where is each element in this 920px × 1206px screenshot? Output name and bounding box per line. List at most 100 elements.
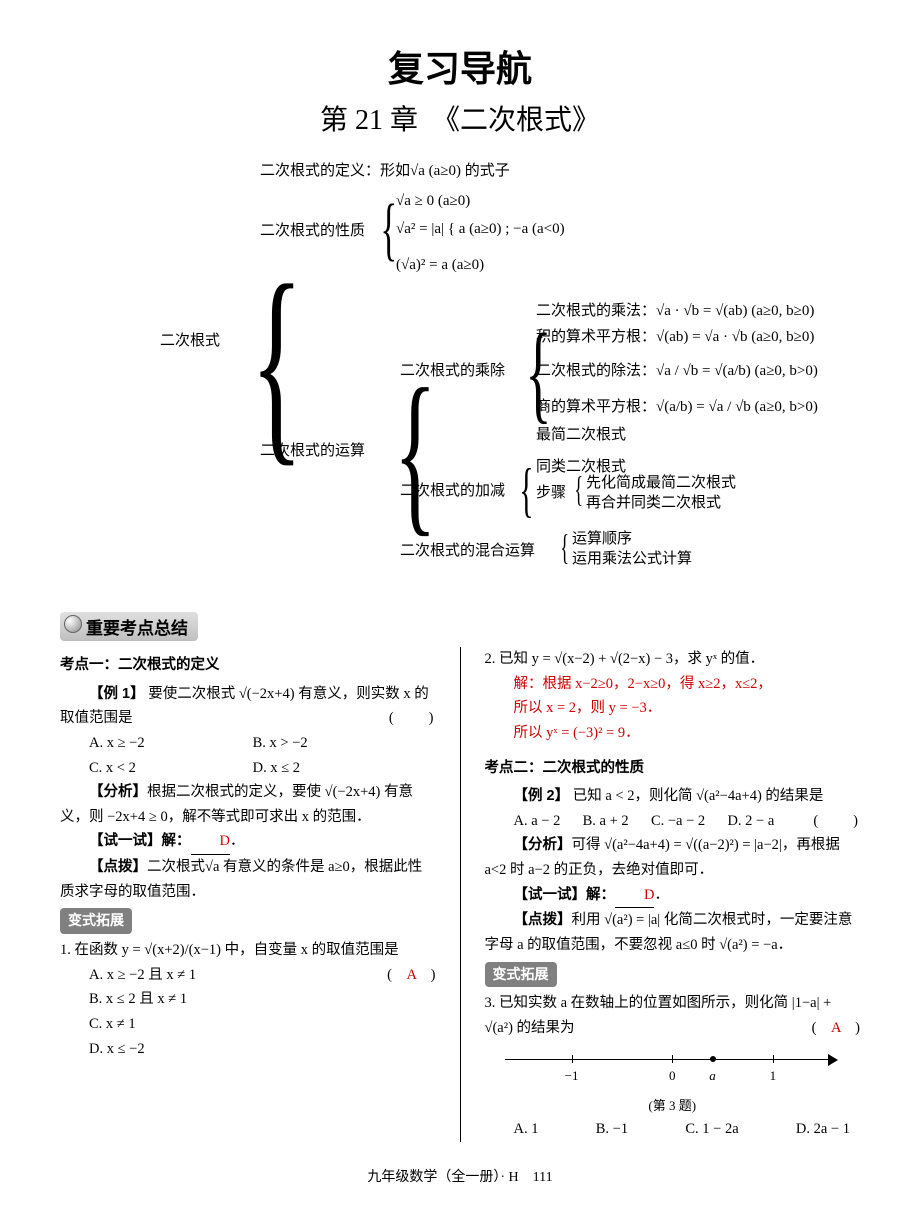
q2: 2. 已知 y = √(x−2) + √(2−x) − 3，求 yˣ 的值．: [485, 647, 861, 672]
column-divider: [460, 647, 461, 1142]
ex2-analysis: 【分析】可得 √(a²−4a+4) = √((a−2)²) = |a−2|，再根…: [485, 833, 861, 882]
kd2-title: 考点二：二次根式的性质: [485, 756, 861, 781]
q3-options: A. 1 B. −1 C. 1 − 2a D. 2a − 1: [485, 1117, 861, 1142]
ex1-optA: A. x ≥ −2: [89, 731, 249, 756]
brace-icon: {: [380, 180, 397, 280]
number-line: −1 0 a 1: [505, 1045, 841, 1095]
d-root: 二次根式: [160, 332, 220, 352]
ex2-tip: 【点拨】利用 √(a²) = |a| 化简二次根式时，一定要注意字母 a 的取值…: [485, 908, 861, 957]
q1-optB: B. x ≤ 2 且 x ≠ 1: [60, 987, 436, 1012]
q3: 3. 已知实数 a 在数轴上的位置如图所示，则化简 |1−a| + √(a²) …: [485, 991, 861, 1040]
d-simplest: 最简二次根式: [536, 426, 626, 446]
ex2-text: 已知 a < 2，则化简 √(a²−4a+4) 的结果是: [573, 788, 824, 804]
d-mul2: 积的算术平方根：√(ab) = √a · √b (a≥0, b≥0): [536, 328, 814, 348]
ex2-optA: A. a − 2: [514, 809, 561, 834]
q3-optB: B. −1: [596, 1117, 628, 1142]
q1-num: 1.: [60, 942, 71, 958]
page-footer: 九年级数学（全一册）· H 111: [60, 1166, 860, 1186]
try-label: 【试一试】解：: [514, 887, 616, 903]
ex1-optB: B. x > −2: [253, 731, 413, 756]
q2-sol1: 解：根据 x−2≥0，2−x≥0，得 x≥2，x≤2，: [485, 672, 861, 697]
d-step: 步骤: [536, 484, 566, 504]
q3-optD: D. 2a − 1: [796, 1117, 850, 1142]
point-a: [710, 1056, 716, 1062]
q1: 1. 在函数 y = √(x+2)/(x−1) 中，自变量 x 的取值范围是 (…: [60, 938, 436, 963]
ex2-options: A. a − 2 B. a + 2 C. −a − 2 D. 2 − a: [485, 809, 785, 834]
title-main: 复习导航: [60, 40, 860, 92]
q3-figcap: (第 3 题): [485, 1095, 861, 1117]
q1-optA: A. x ≥ −2 且 x ≠ 1: [60, 963, 436, 988]
ex2-label: 【例 2】: [514, 788, 570, 804]
d-div1: 二次根式的除法：√a / √b = √(a/b) (a≥0, b>0): [536, 362, 818, 382]
ex1-tip: 【点拨】二次根式√a 有意义的条件是 a≥0，根据此性质求字母的取值范围．: [60, 855, 436, 904]
brace-icon: {: [574, 464, 583, 514]
title-sub: 第 21 章 《二次根式》: [60, 98, 860, 138]
ex1-paren: ( ): [360, 706, 436, 731]
analysis-label: 【分析】: [89, 784, 147, 800]
nl-a: a: [709, 1065, 716, 1087]
brace-icon: {: [250, 202, 303, 522]
ex1-label: 【例 1】: [89, 686, 145, 702]
tip-label: 【点拨】: [514, 912, 572, 928]
d-mix2: 运用乘法公式计算: [572, 550, 692, 570]
q2-num: 2.: [485, 651, 496, 667]
two-column-body: 考点一：二次根式的定义 【例 1】 要使二次根式 √(−2x+4) 有意义，则实…: [60, 647, 860, 1142]
d-prop: 二次根式的性质: [260, 222, 365, 242]
d-muldiv: 二次根式的乘除: [400, 362, 505, 382]
left-column: 考点一：二次根式的定义 【例 1】 要使二次根式 √(−2x+4) 有意义，则实…: [60, 647, 436, 1142]
q3-optA: A. 1: [514, 1117, 539, 1142]
d-mix: 二次根式的混合运算: [400, 542, 535, 562]
d-div2: 商的算术平方根：√(a/b) = √a / √b (a≥0, b>0): [536, 398, 818, 418]
d-step2: 再合并同类二次根式: [586, 494, 721, 514]
nl-0: 0: [669, 1065, 676, 1087]
ex2-try: 【试一试】解：D．: [485, 883, 861, 909]
ex1-analysis: 【分析】根据二次根式的定义，要使 √(−2x+4) 有意义，则 −2x+4 ≥ …: [60, 780, 436, 829]
d-mul1: 二次根式的乘法：√a · √b = √(ab) (a≥0, b≥0): [536, 302, 814, 322]
q1-options: A. x ≥ −2 且 x ≠ 1 B. x ≤ 2 且 x ≠ 1 C. x …: [60, 963, 436, 1062]
tip-label: 【点拨】: [89, 859, 147, 875]
analysis-label: 【分析】: [514, 837, 572, 853]
ex1-optC: C. x < 2: [89, 756, 249, 781]
ext-label: 变式拓展: [485, 962, 557, 988]
q2-text: 已知 y = √(x−2) + √(2−x) − 3，求 yˣ 的值．: [499, 651, 764, 667]
right-column: 2. 已知 y = √(x−2) + √(2−x) − 3，求 yˣ 的值． 解…: [485, 647, 861, 1142]
ex1-answer: D: [191, 829, 230, 855]
q3-num: 3.: [485, 995, 496, 1011]
d-addsub: 二次根式的加减: [400, 482, 505, 502]
q3-answer: A: [831, 1020, 841, 1036]
q3-optC: C. 1 − 2a: [685, 1117, 738, 1142]
d-mix1: 运算顺序: [572, 530, 632, 550]
kd2-ex: 【例 2】 已知 a < 2，则化简 √(a²−4a+4) 的结果是 ( ): [485, 784, 861, 809]
ex2-answer: D: [615, 883, 654, 909]
ex1-optD: D. x ≤ 2: [253, 756, 413, 781]
q3-text: 已知实数 a 在数轴上的位置如图所示，则化简 |1−a| + √(a²) 的结果…: [485, 995, 832, 1036]
ex1-try: 【试一试】解：D．: [60, 829, 436, 855]
arrow-icon: [828, 1054, 838, 1066]
d-op: 二次根式的运算: [260, 442, 365, 462]
q1-optC: C. x ≠ 1: [60, 1012, 436, 1037]
ex2-optB: B. a + 2: [583, 809, 629, 834]
d-step1: 先化简成最简二次根式: [586, 474, 736, 494]
ex1-options: A. x ≥ −2 B. x > −2 C. x < 2 D. x ≤ 2: [60, 731, 436, 780]
q1-optD: D. x ≤ −2: [60, 1037, 436, 1062]
ex2-optD: D. 2 − a: [727, 809, 774, 834]
concept-diagram: 二次根式 { 二次根式的定义：形如√a (a≥0) 的式子 二次根式的性质 { …: [160, 162, 860, 582]
kd1-title: 考点一：二次根式的定义: [60, 653, 436, 678]
d-prop2: √a² = |a| { a (a≥0) ; −a (a<0): [396, 220, 565, 240]
q2-sol3: 所以 yˣ = (−3)² = 9．: [485, 721, 861, 746]
kd1-ex: 【例 1】 要使二次根式 √(−2x+4) 有意义，则实数 x 的取值范围是 (…: [60, 682, 436, 731]
ex2-optC: C. −a − 2: [651, 809, 705, 834]
ext-label: 变式拓展: [60, 908, 132, 934]
ex2-paren: ( ): [784, 809, 860, 834]
nl-m1: −1: [565, 1065, 579, 1087]
nl-1: 1: [770, 1065, 777, 1087]
q2-sol2: 所以 x = 2，则 y = −3．: [485, 696, 861, 721]
try-label: 【试一试】解：: [89, 833, 191, 849]
q1-text: 在函数 y = √(x+2)/(x−1) 中，自变量 x 的取值范围是: [75, 942, 399, 958]
d-prop3: (√a)² = a (a≥0): [396, 256, 484, 276]
section-heading: 重要考点总结: [60, 612, 198, 641]
q1-answer: A: [406, 967, 416, 983]
d-prop1: √a ≥ 0 (a≥0): [396, 192, 470, 212]
brace-icon: {: [560, 522, 569, 572]
brace-icon: {: [519, 450, 533, 530]
